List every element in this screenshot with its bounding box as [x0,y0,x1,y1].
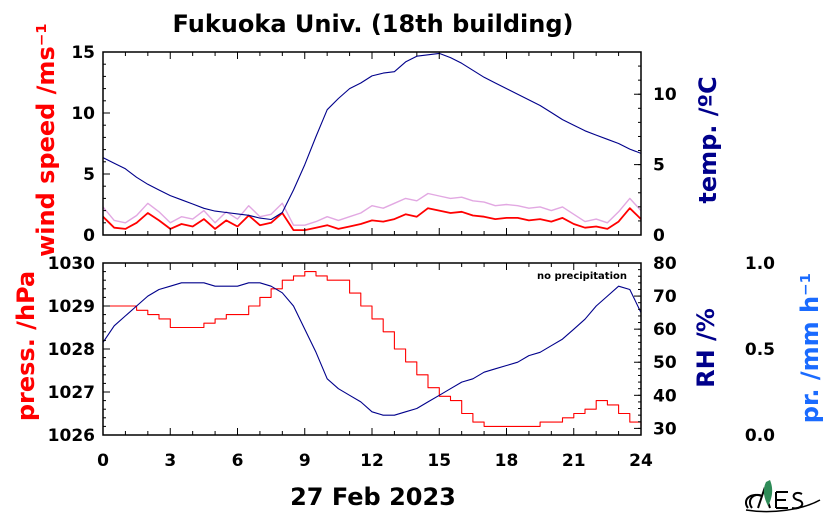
x-tick-label: 0 [97,451,109,471]
y-tick-label-pressure: 1028 [48,340,95,360]
top-series-line-2 [102,52,642,221]
y-tick-label-pressure: 1027 [48,383,95,403]
x-tick-label: 6 [232,451,244,471]
y-tick-label-rh: 80 [653,254,677,274]
bottom-panel-series [102,271,642,427]
x-tick-label: 21 [562,451,586,471]
y-tick-label-precipitation: 0.5 [745,340,775,360]
y-tick-label-rh: 30 [653,419,677,439]
y-tick-label-temp: 5 [653,156,665,176]
x-tick-label: 24 [629,451,653,471]
y-tick-label-rh: 70 [653,287,677,307]
y-tick-label-rh: 50 [653,353,677,373]
x-tick-label: 3 [164,451,176,471]
x-tick-label: 15 [427,451,451,471]
y-tick-label-wind: 15 [71,43,95,63]
ylabel-temperature: temp. /ºC [694,76,722,203]
logo-icon [744,480,821,513]
ylabel-wind-speed: wind speed /ms⁻¹ [32,23,60,257]
axis-ticks: 0 3 6 9 12 15 18 21 24 0 5 10 15 0 5 10 1026 1027 1028 1029… [48,43,775,471]
top-panel-series [102,52,642,231]
top-gust-line [102,192,642,226]
top-series-line-0 [102,207,642,231]
y-tick-label-precipitation: 0.0 [745,426,775,446]
y-tick-label-rh: 60 [653,320,677,340]
x-tick-label: 9 [299,451,311,471]
x-tick-label: 18 [495,451,519,471]
ylabel-precipitation: pr. /mm h⁻¹ [796,273,824,423]
y-tick-label-wind: 10 [71,104,95,124]
bottom-series-line-0 [103,271,642,427]
xlabel-date: 27 Feb 2023 [290,483,456,511]
y-tick-label-wind: 0 [83,226,95,246]
y-tick-label-pressure: 1029 [48,297,95,317]
y-tick-label-temp: 10 [653,85,677,105]
bottom-series-line-1 [102,282,642,416]
y-tick-label-rh: 40 [653,386,677,406]
y-tick-label-pressure: 1026 [48,426,95,446]
ylabel-relative-humidity: RH /% [692,308,720,388]
bottom-panel-frame [102,262,642,436]
ylabel-pressure: press. /hPa [12,271,40,421]
chart-title: Fukuoka Univ. (18th building) [173,10,574,38]
y-tick-label-pressure: 1030 [48,254,95,274]
no-precipitation-note: no precipitation [537,271,627,282]
y-tick-label-wind: 5 [83,165,95,185]
x-tick-label: 12 [360,451,384,471]
y-tick-label-precipitation: 1.0 [745,254,775,274]
y-tick-label-temp: 0 [653,226,665,246]
